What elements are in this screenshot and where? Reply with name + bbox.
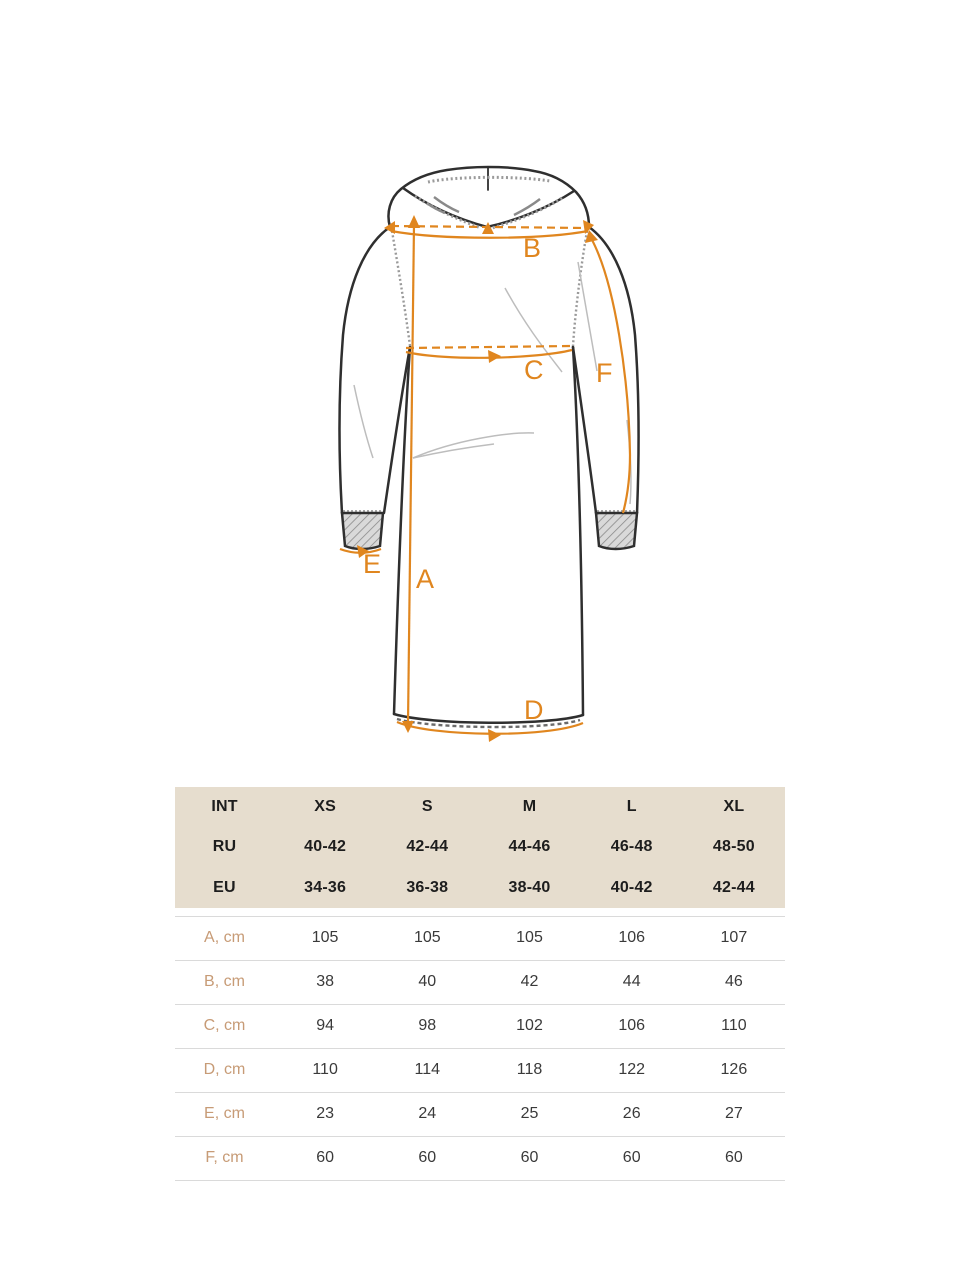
table-row-int: INT XS S M L XL: [175, 787, 785, 827]
size-cell: 48-50: [712, 838, 755, 856]
measure-label-c: C: [524, 355, 544, 385]
value-cell: 40: [418, 973, 437, 991]
hood-right-flap: [485, 189, 576, 229]
size-cell: L: [626, 798, 637, 816]
value-cell: 60: [622, 1149, 641, 1167]
size-cell: XL: [723, 798, 745, 816]
size-cell: 34-36: [304, 878, 347, 896]
body-left-edge: [392, 345, 412, 716]
value-cell: 60: [418, 1149, 437, 1167]
value-cell: 60: [520, 1149, 539, 1167]
value-cell: 26: [622, 1105, 641, 1123]
size-cell: S: [421, 798, 433, 816]
size-cell: 36-38: [406, 878, 449, 896]
row-label: A, cm: [204, 929, 245, 947]
size-cell: XS: [314, 798, 336, 816]
measure-line-C-dashed: [405, 344, 573, 350]
left-sleeve-outer: [338, 225, 392, 515]
size-table-header: INT XS S M L XL RU 40-42 42-44 44-46 46-…: [175, 787, 785, 908]
value-cell: 106: [618, 929, 646, 947]
table-row-a: A, cm 105 105 105 106 107: [175, 915, 785, 960]
value-cell: 27: [724, 1105, 743, 1123]
value-cell: 122: [618, 1061, 646, 1079]
row-label: F, cm: [205, 1149, 244, 1167]
stitch-details: [343, 175, 636, 729]
value-cell: 94: [316, 1017, 334, 1035]
value-cell: 98: [418, 1017, 437, 1035]
value-cell: 118: [516, 1061, 543, 1079]
measure-label-d: D: [524, 695, 544, 725]
row-label: INT: [211, 798, 238, 816]
measure-line-F: [590, 237, 632, 514]
value-cell: 114: [414, 1061, 441, 1079]
value-cell: 38: [316, 973, 334, 991]
value-cell: 107: [720, 929, 748, 947]
value-cell: 23: [316, 1105, 334, 1123]
value-cell: 46: [724, 973, 743, 991]
measure-line-B: [390, 229, 589, 239]
measurement-lines: [339, 223, 632, 735]
value-cell: 60: [724, 1149, 743, 1167]
table-row-e: E, cm 23 24 25 26 27: [175, 1091, 785, 1136]
value-cell: 105: [413, 929, 441, 947]
size-cell: 46-48: [610, 838, 653, 856]
value-cell: 105: [516, 929, 543, 947]
value-cell: 106: [618, 1017, 646, 1035]
value-cell: 126: [720, 1061, 748, 1079]
table-row-c: C, cm 94 98 102 106 110: [175, 1003, 785, 1048]
row-label: B, cm: [204, 973, 245, 991]
left-cuff: [340, 511, 385, 551]
value-cell: 44: [622, 973, 641, 991]
right-sleeve-outer: [587, 225, 640, 515]
hem-edge: [392, 712, 585, 724]
size-cell: 42-44: [712, 878, 755, 896]
right-sleeve-inner: [571, 345, 598, 515]
row-label: E, cm: [204, 1105, 245, 1123]
size-table-body: A, cm 105 105 105 106 107 B, cm 38 40 42…: [175, 915, 785, 1181]
hoodie-dress-technical-drawing: A B C D E F: [338, 165, 640, 742]
measure-label-f: F: [596, 358, 613, 388]
table-row-d: D, cm 110 114 118 122 126: [175, 1047, 785, 1092]
size-table: INT XS S M L XL RU 40-42 42-44 44-46 46-…: [175, 787, 785, 1181]
row-label: C, cm: [203, 1017, 246, 1035]
size-cell: 40-42: [304, 838, 347, 856]
size-cell: 42-44: [406, 838, 449, 856]
value-cell: 102: [516, 1017, 543, 1035]
table-row-f: F, cm 60 60 60 60 60: [175, 1135, 785, 1180]
garment-outline: [338, 165, 640, 724]
measure-line-A: [406, 223, 416, 725]
value-cell: 25: [520, 1105, 539, 1123]
measurement-labels: A B C D E F: [363, 233, 613, 725]
value-cell: 105: [311, 929, 339, 947]
value-cell: 42: [520, 973, 539, 991]
right-cuff: [594, 511, 639, 551]
measurement-arrowheads: [357, 215, 598, 742]
row-label: EU: [213, 878, 236, 896]
left-sleeve-inner: [382, 345, 412, 515]
measure-label-b: B: [523, 233, 541, 263]
value-cell: 110: [721, 1017, 747, 1035]
value-cell: 110: [312, 1061, 338, 1079]
value-cell: 60: [316, 1149, 334, 1167]
table-row-eu: EU 34-36 36-38 38-40 40-42 42-44: [175, 868, 785, 908]
row-label: D, cm: [203, 1061, 246, 1079]
table-row-ru: RU 40-42 42-44 44-46 46-48 48-50: [175, 827, 785, 867]
size-cell: 44-46: [508, 838, 551, 856]
value-cell: 24: [418, 1105, 437, 1123]
body-right-edge: [571, 345, 585, 717]
measure-label-a: A: [416, 564, 434, 594]
measure-label-e: E: [363, 549, 381, 579]
row-label: RU: [212, 838, 237, 856]
size-cell: M: [522, 798, 537, 816]
size-cell: 38-40: [508, 878, 551, 896]
table-row-b: B, cm 38 40 42 44 46: [175, 959, 785, 1004]
size-cell: 40-42: [610, 878, 653, 896]
